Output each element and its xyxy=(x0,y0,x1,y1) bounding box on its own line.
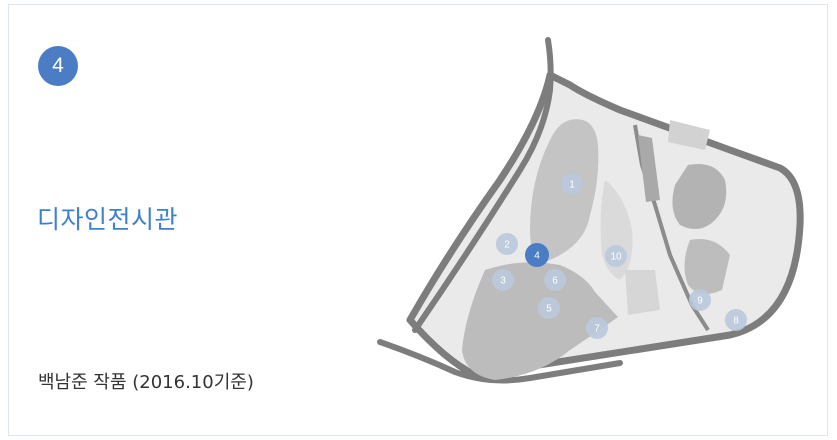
map-marker-label: 10 xyxy=(610,252,622,263)
map-marker-6[interactable]: 6 xyxy=(544,269,566,291)
map-marker-3[interactable]: 3 xyxy=(492,269,514,291)
artwork-caption: 백남준 작품 (2016.10기준) xyxy=(38,372,254,393)
map-marker-label: 3 xyxy=(500,276,506,287)
map-building xyxy=(625,270,660,315)
map-marker-2[interactable]: 2 xyxy=(496,233,518,255)
map-marker-9[interactable]: 9 xyxy=(689,289,711,311)
map-marker-label: 9 xyxy=(697,296,703,307)
map-marker-label: 2 xyxy=(504,240,510,251)
map-marker-1[interactable]: 1 xyxy=(561,173,583,195)
map-marker-circle xyxy=(725,309,747,331)
section-number-badge: 4 xyxy=(38,46,78,86)
map-marker-circle xyxy=(605,245,627,267)
map-marker-label: 6 xyxy=(552,276,558,287)
map-marker-7[interactable]: 7 xyxy=(586,317,608,339)
map-marker-label: 7 xyxy=(594,324,600,335)
map-marker-circle xyxy=(525,243,549,267)
map-lawn xyxy=(462,262,618,380)
map-marker-4[interactable]: 4 xyxy=(525,243,549,267)
site-map: 1 2 3 4 5 6 7 8 9 10 xyxy=(377,37,804,384)
map-marker-circle xyxy=(538,297,560,319)
map-building xyxy=(672,164,727,229)
map-building xyxy=(684,239,730,294)
map-marker-label: 5 xyxy=(546,304,552,315)
page-title: 디자인전시관 xyxy=(37,205,179,234)
map-marker-layer: 1 2 3 4 5 6 7 8 9 10 xyxy=(492,173,747,339)
map-marker-circle xyxy=(544,269,566,291)
map-marker-label: 4 xyxy=(534,251,540,262)
map-marker-circle xyxy=(496,233,518,255)
map-building xyxy=(668,120,710,150)
map-marker-10[interactable]: 10 xyxy=(605,245,627,267)
map-marker-circle xyxy=(586,317,608,339)
map-marker-circle xyxy=(492,269,514,291)
map-marker-label: 8 xyxy=(733,316,739,327)
map-building xyxy=(638,135,660,202)
map-marker-8[interactable]: 8 xyxy=(725,309,747,331)
map-road xyxy=(377,339,623,384)
map-marker-label: 1 xyxy=(569,180,575,191)
map-marker-circle xyxy=(689,289,711,311)
map-marker-5[interactable]: 5 xyxy=(538,297,560,319)
map-marker-circle xyxy=(561,173,583,195)
map-road xyxy=(412,37,554,333)
